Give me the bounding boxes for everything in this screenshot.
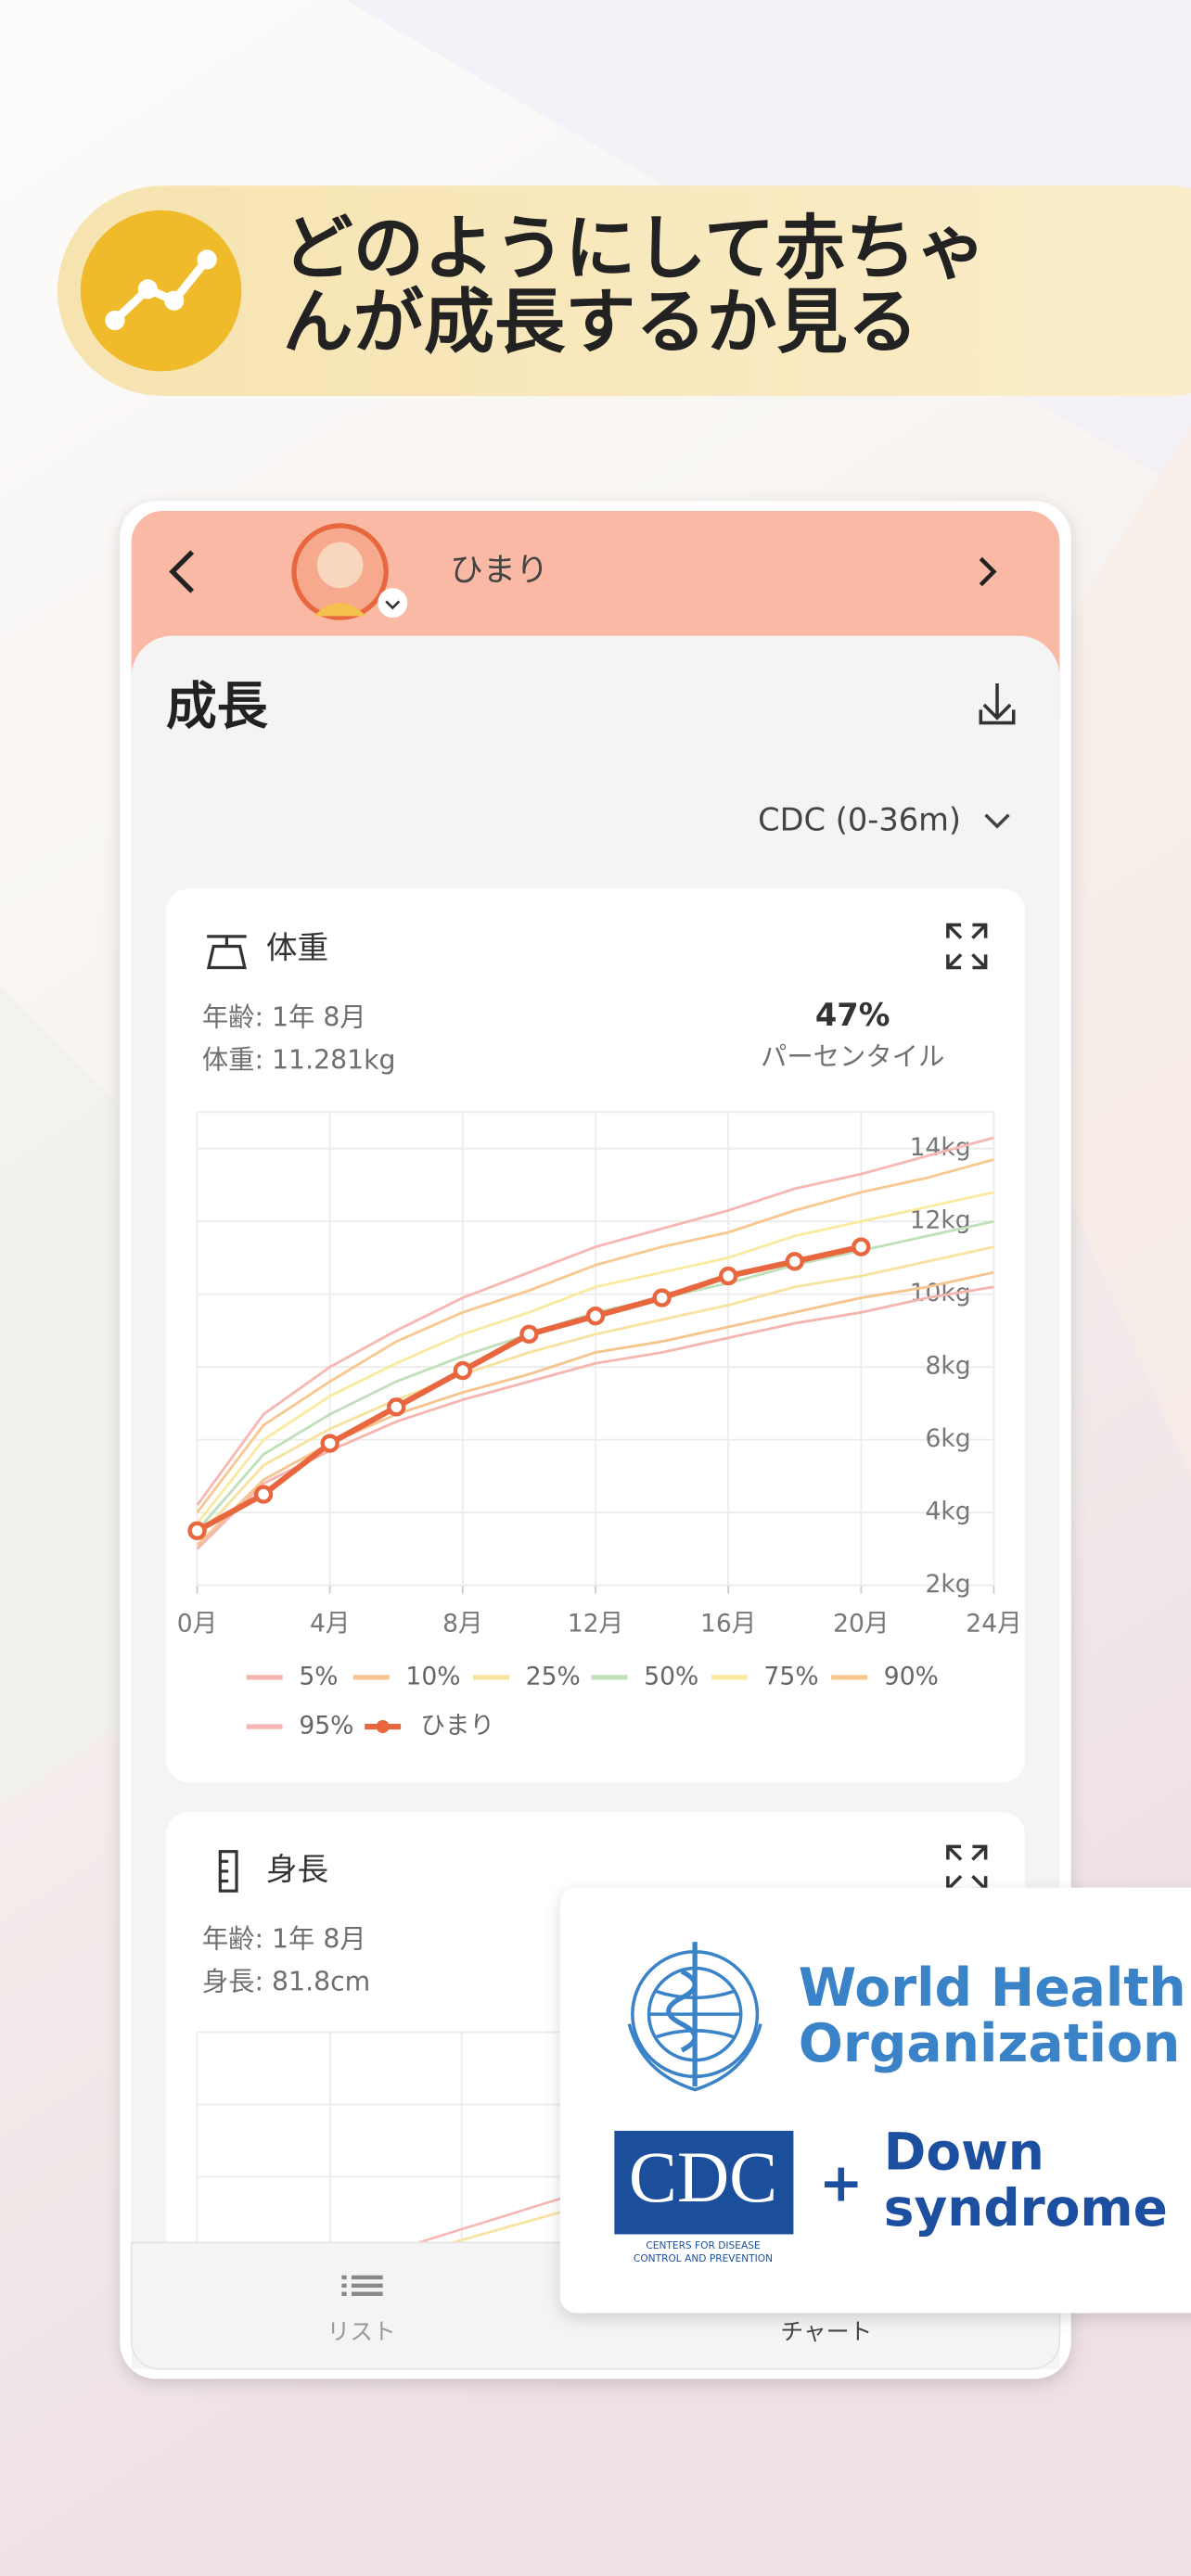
cdc-sub: CONTROL AND PREVENTION — [634, 2252, 773, 2264]
child-name: ひまり — [450, 552, 548, 590]
scale-icon — [206, 935, 247, 970]
y-tick-label: 8kg — [926, 1352, 971, 1381]
percentile-value: 47% — [815, 997, 890, 1033]
x-tick-label: 4月 — [310, 1610, 350, 1639]
legend-label: ひまり — [420, 1712, 494, 1741]
percentile-label: パーセンタイル — [761, 1041, 944, 1072]
data-point — [652, 1288, 672, 1307]
legend-label: 90% — [884, 1662, 939, 1690]
banner-icon-line — [111, 257, 211, 324]
y-tick-label: 2kg — [926, 1570, 971, 1599]
legend-label: 10% — [405, 1662, 460, 1690]
who-name: Organization — [799, 2013, 1181, 2074]
data-point — [519, 1324, 539, 1345]
percentile-line — [196, 1136, 994, 1507]
list-tab[interactable]: リスト — [327, 2318, 395, 2345]
standard-selector[interactable]: CDC (0-36m) — [758, 801, 961, 837]
data-point — [187, 1521, 207, 1540]
plus-sign: + — [819, 2153, 863, 2214]
data-point — [387, 1397, 406, 1417]
card-title: 身長 — [266, 1851, 328, 1887]
x-tick-label: 20月 — [833, 1610, 889, 1639]
data-point — [785, 1252, 804, 1271]
standard-chevron — [984, 813, 1010, 829]
data-point — [253, 1485, 274, 1504]
age-text: 年齢: 1年 8月 — [202, 1923, 366, 1954]
data-point — [320, 1434, 339, 1453]
banner-title: どのようにして赤ちゃ — [283, 207, 987, 289]
legend-label: 95% — [299, 1712, 353, 1741]
x-tick-label: 0月 — [177, 1610, 217, 1639]
legend-swatch-dot — [376, 1719, 390, 1734]
data-point — [585, 1307, 606, 1326]
legend-label: 5% — [299, 1662, 338, 1690]
download-button[interactable] — [979, 683, 1016, 725]
next-button[interactable] — [979, 556, 997, 587]
data-point — [852, 1237, 871, 1256]
legend-label: 25% — [526, 1662, 581, 1690]
down-syndrome: syndrome — [884, 2178, 1168, 2238]
y-tick-label: 4kg — [926, 1498, 971, 1526]
data-point — [718, 1266, 738, 1286]
down-syndrome: Down — [884, 2123, 1044, 2182]
weight-chart: 0月 4月 8月 12月 16月 20月 24月2kg4kg6kg8kg10kg12kg14… — [177, 1111, 1022, 1741]
percentile-line — [196, 1191, 994, 1524]
ruler-icon — [218, 1850, 238, 1893]
x-tick-label: 12月 — [568, 1610, 623, 1639]
y-tick-label: 12kg — [910, 1206, 971, 1235]
percentile-line — [196, 1245, 994, 1539]
height-text: 身長: 81.8cm — [202, 1966, 370, 1996]
cdc-logo — [614, 2130, 794, 2235]
avatar-dropdown[interactable] — [378, 588, 408, 618]
banner-icon-dots — [105, 249, 217, 331]
x-tick-label: 8月 — [442, 1610, 482, 1639]
back-button[interactable] — [169, 550, 195, 593]
avatar-chevron — [385, 600, 401, 610]
cdc-text: CDC — [629, 2137, 777, 2217]
weight-text: 体重: 11.281kg — [202, 1045, 396, 1076]
avatar-face — [316, 542, 364, 589]
legend-label: 50% — [644, 1662, 698, 1690]
banner — [58, 185, 1191, 396]
expand-button[interactable] — [946, 923, 988, 970]
who-name: World Health — [799, 1958, 1186, 2019]
chart-tab[interactable]: チャート — [780, 2318, 872, 2345]
banner-title: んが成長するか見る — [283, 281, 918, 363]
avatar-body — [314, 603, 366, 617]
cdc-sub: CENTERS FOR DISEASE — [646, 2239, 761, 2251]
legend-label: 75% — [764, 1662, 819, 1690]
list-tab-icon — [341, 2275, 383, 2296]
x-tick-label: 16月 — [700, 1610, 756, 1639]
who-emblem — [627, 1942, 762, 2092]
percentile-line — [196, 1158, 994, 1514]
x-tick-label: 24月 — [966, 1610, 1021, 1639]
data-point — [453, 1360, 473, 1381]
section-title: 成長 — [166, 676, 269, 735]
age-text: 年齢: 1年 8月 — [202, 1001, 366, 1032]
card-title: 体重 — [266, 930, 328, 966]
y-tick-label: 6kg — [926, 1424, 971, 1453]
